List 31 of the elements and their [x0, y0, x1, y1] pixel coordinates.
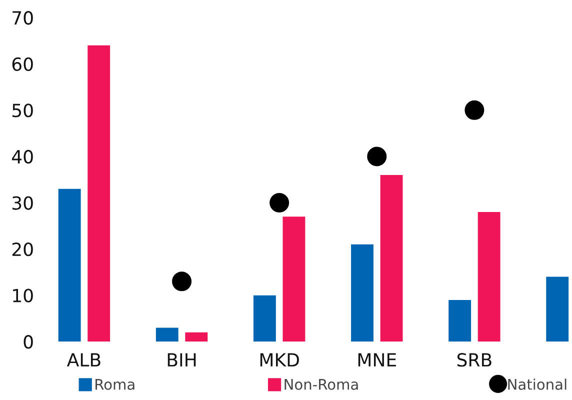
y-tick-label: 0	[24, 335, 33, 349]
point	[464, 100, 484, 120]
legend-label: National	[508, 378, 566, 390]
y-tick-label: 60	[12, 57, 33, 71]
point	[367, 146, 387, 166]
x-tick-label: MNE	[358, 353, 396, 366]
y-tick-label: 50	[12, 104, 33, 118]
bar	[58, 188, 81, 342]
bar	[380, 174, 403, 342]
bar	[156, 328, 178, 342]
y-tick-label: 70	[12, 11, 33, 25]
x-tick-label: MKD	[260, 353, 299, 366]
bar	[448, 300, 472, 342]
y-tick-label: 30	[12, 196, 33, 210]
legend-label: Non-Roma	[284, 379, 358, 390]
x-tick-label: BIH	[168, 353, 196, 366]
bar	[282, 216, 306, 342]
bar	[478, 212, 500, 342]
bar	[253, 295, 276, 342]
point	[172, 272, 192, 292]
bar	[88, 45, 110, 342]
y-tick-label: 40	[12, 150, 33, 164]
x-tick-label: SRB	[457, 353, 492, 367]
y-tick-label: 20	[12, 242, 33, 256]
point	[270, 192, 290, 212]
y-tick-label: 10	[13, 288, 33, 302]
bar	[351, 244, 374, 342]
legend-label: Roma	[96, 379, 134, 390]
x-tick-label: ALB	[66, 353, 100, 366]
bar	[185, 332, 208, 342]
bar	[546, 276, 569, 342]
